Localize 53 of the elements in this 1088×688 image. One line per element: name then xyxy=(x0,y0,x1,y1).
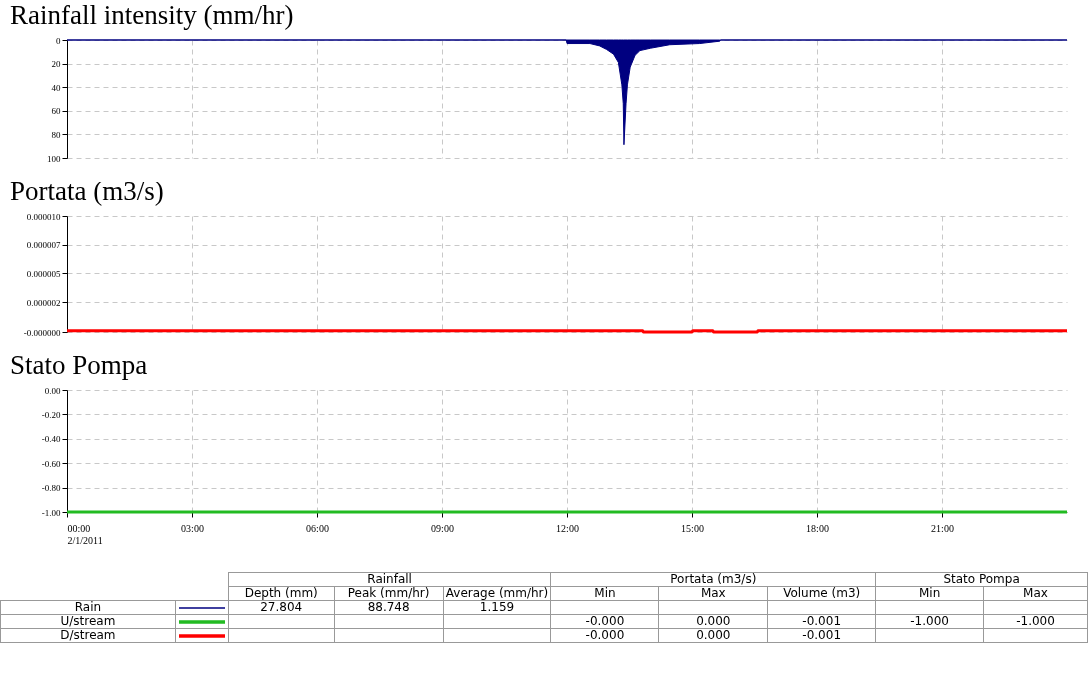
y-tick-label: 0.00 xyxy=(44,385,61,396)
text: -0.001 xyxy=(767,614,876,629)
x-tick-label: 12:00 xyxy=(556,522,579,534)
text: -0.000 xyxy=(550,628,659,643)
y-tick-label: 60 xyxy=(51,106,61,117)
text: Rainfall xyxy=(228,572,551,587)
y-tick-label: 0.000005 xyxy=(26,268,61,279)
y-tick-label: -0.000000 xyxy=(23,327,61,338)
text: -1.000 xyxy=(875,614,984,629)
y-tick-label: -0.40 xyxy=(41,434,61,445)
text: 88.748 xyxy=(334,600,444,615)
text: Max xyxy=(983,586,1088,601)
text: Min xyxy=(550,586,659,601)
x-tick-label: 21:00 xyxy=(931,522,954,534)
y-tick-label: 80 xyxy=(51,129,61,140)
y-tick-label: -1.00 xyxy=(41,507,61,518)
text: Rain xyxy=(74,600,102,614)
y-tick-label: -0.60 xyxy=(41,458,61,469)
chart-title: Stato Pompa xyxy=(10,350,148,380)
x-tick-label: 06:00 xyxy=(306,522,329,534)
text: Depth (mm) xyxy=(228,586,335,601)
text: D/stream xyxy=(60,628,116,642)
chart-title: Portata (m3/s) xyxy=(10,176,164,206)
y-tick-label: -0.80 xyxy=(41,483,61,494)
text: Max xyxy=(658,586,768,601)
y-tick-label: 0.000010 xyxy=(26,211,61,222)
y-tick-label: 0.000007 xyxy=(26,240,61,251)
text: 0.000 xyxy=(658,628,768,643)
text: Average (mm/hr) xyxy=(443,586,551,601)
x-tick-label: 00:00 2/1/2011 xyxy=(67,522,103,546)
chart-title: Rainfall intensity (mm/hr) xyxy=(10,0,294,30)
text: 1.159 xyxy=(443,600,551,615)
x-tick-label: 15:00 xyxy=(681,522,704,534)
text: 0.000 xyxy=(658,614,768,629)
text: Portata (m3/s) xyxy=(550,572,876,587)
text: -0.001 xyxy=(767,628,876,643)
text: Volume (m3) xyxy=(767,586,876,601)
text: -0.000 xyxy=(550,614,659,629)
y-tick-label: -0.20 xyxy=(41,409,61,420)
y-tick-label: 0.000002 xyxy=(26,297,61,308)
x-tick-label: 18:00 xyxy=(806,522,829,534)
text: Stato Pompa xyxy=(875,572,1088,587)
text: U/stream xyxy=(60,614,116,628)
y-tick-label: 20 xyxy=(51,59,61,70)
text: Peak (mm/hr) xyxy=(334,586,444,601)
x-tick-label: 03:00 xyxy=(181,522,204,534)
text: 27.804 xyxy=(228,600,335,615)
y-tick-label: 0 xyxy=(56,35,61,46)
x-tick-label: 09:00 xyxy=(431,522,454,534)
text: -1.000 xyxy=(983,614,1088,629)
y-tick-label: 100 xyxy=(47,153,61,164)
y-tick-label: 40 xyxy=(51,82,61,93)
text: Min xyxy=(875,586,984,601)
